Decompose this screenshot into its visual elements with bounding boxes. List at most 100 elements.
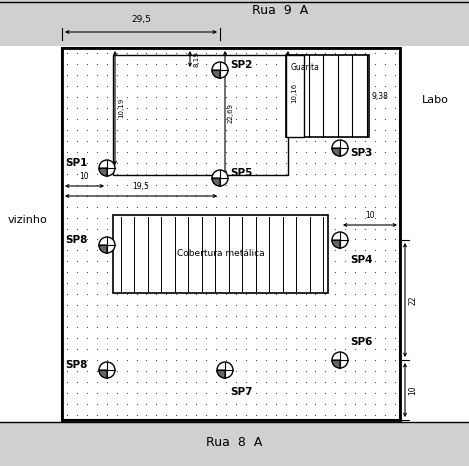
Point	[103, 290, 111, 298]
Point	[103, 50, 111, 57]
Point	[192, 280, 200, 287]
Point	[123, 367, 130, 375]
Point	[381, 312, 389, 320]
Point	[93, 258, 100, 265]
Point	[322, 225, 329, 232]
Wedge shape	[99, 245, 107, 253]
Point	[123, 356, 130, 363]
Point	[292, 181, 299, 188]
Point	[93, 203, 100, 210]
Point	[203, 104, 210, 112]
Point	[73, 116, 81, 123]
Point	[93, 345, 100, 353]
Point	[282, 126, 289, 134]
Point	[282, 72, 289, 79]
Point	[173, 126, 180, 134]
Point	[242, 104, 250, 112]
Point	[173, 116, 180, 123]
Point	[272, 268, 280, 276]
Point	[63, 94, 71, 101]
Point	[93, 247, 100, 254]
Text: Labo: Labo	[422, 95, 448, 105]
Point	[103, 378, 111, 385]
Point	[63, 323, 71, 331]
Point	[133, 378, 140, 385]
Point	[391, 323, 399, 331]
Point	[312, 367, 319, 375]
Point	[63, 389, 71, 397]
Point	[322, 126, 329, 134]
Point	[153, 389, 160, 397]
Point	[173, 345, 180, 353]
Point	[242, 334, 250, 342]
Point	[113, 367, 121, 375]
Point	[391, 104, 399, 112]
Point	[153, 203, 160, 210]
Point	[173, 181, 180, 188]
Point	[163, 290, 170, 298]
Point	[212, 268, 220, 276]
Point	[232, 137, 240, 145]
Point	[232, 104, 240, 112]
Point	[173, 104, 180, 112]
Point	[123, 214, 130, 221]
Point	[351, 170, 359, 178]
Point	[212, 389, 220, 397]
Point	[242, 367, 250, 375]
Point	[103, 225, 111, 232]
Point	[173, 94, 180, 101]
Point	[282, 400, 289, 407]
Point	[332, 72, 339, 79]
Point	[362, 192, 369, 199]
Point	[381, 411, 389, 418]
Point	[103, 236, 111, 243]
Point	[322, 323, 329, 331]
Point	[262, 82, 270, 90]
Point	[332, 323, 339, 331]
Point	[143, 104, 150, 112]
Point	[93, 236, 100, 243]
Point	[292, 345, 299, 353]
Point	[103, 247, 111, 254]
Point	[222, 290, 230, 298]
Point	[173, 389, 180, 397]
Point	[63, 225, 71, 232]
Point	[73, 389, 81, 397]
Point	[163, 378, 170, 385]
Point	[232, 280, 240, 287]
Point	[222, 104, 230, 112]
Point	[322, 116, 329, 123]
Point	[252, 104, 260, 112]
Point	[73, 192, 81, 199]
Point	[93, 181, 100, 188]
Point	[262, 367, 270, 375]
Point	[83, 312, 91, 320]
Point	[341, 72, 349, 79]
Point	[63, 356, 71, 363]
Point	[362, 334, 369, 342]
Point	[242, 126, 250, 134]
Point	[192, 400, 200, 407]
Point	[123, 50, 130, 57]
Point	[93, 137, 100, 145]
Point	[362, 411, 369, 418]
Point	[163, 334, 170, 342]
Point	[391, 72, 399, 79]
Point	[103, 367, 111, 375]
Point	[203, 94, 210, 101]
Point	[371, 268, 379, 276]
Point	[282, 116, 289, 123]
Point	[83, 411, 91, 418]
Point	[182, 137, 190, 145]
Point	[322, 50, 329, 57]
Point	[371, 214, 379, 221]
Point	[312, 116, 319, 123]
Point	[133, 268, 140, 276]
Point	[173, 323, 180, 331]
Point	[322, 258, 329, 265]
Point	[322, 82, 329, 90]
Point	[362, 345, 369, 353]
Point	[123, 126, 130, 134]
Point	[381, 181, 389, 188]
Point	[222, 345, 230, 353]
